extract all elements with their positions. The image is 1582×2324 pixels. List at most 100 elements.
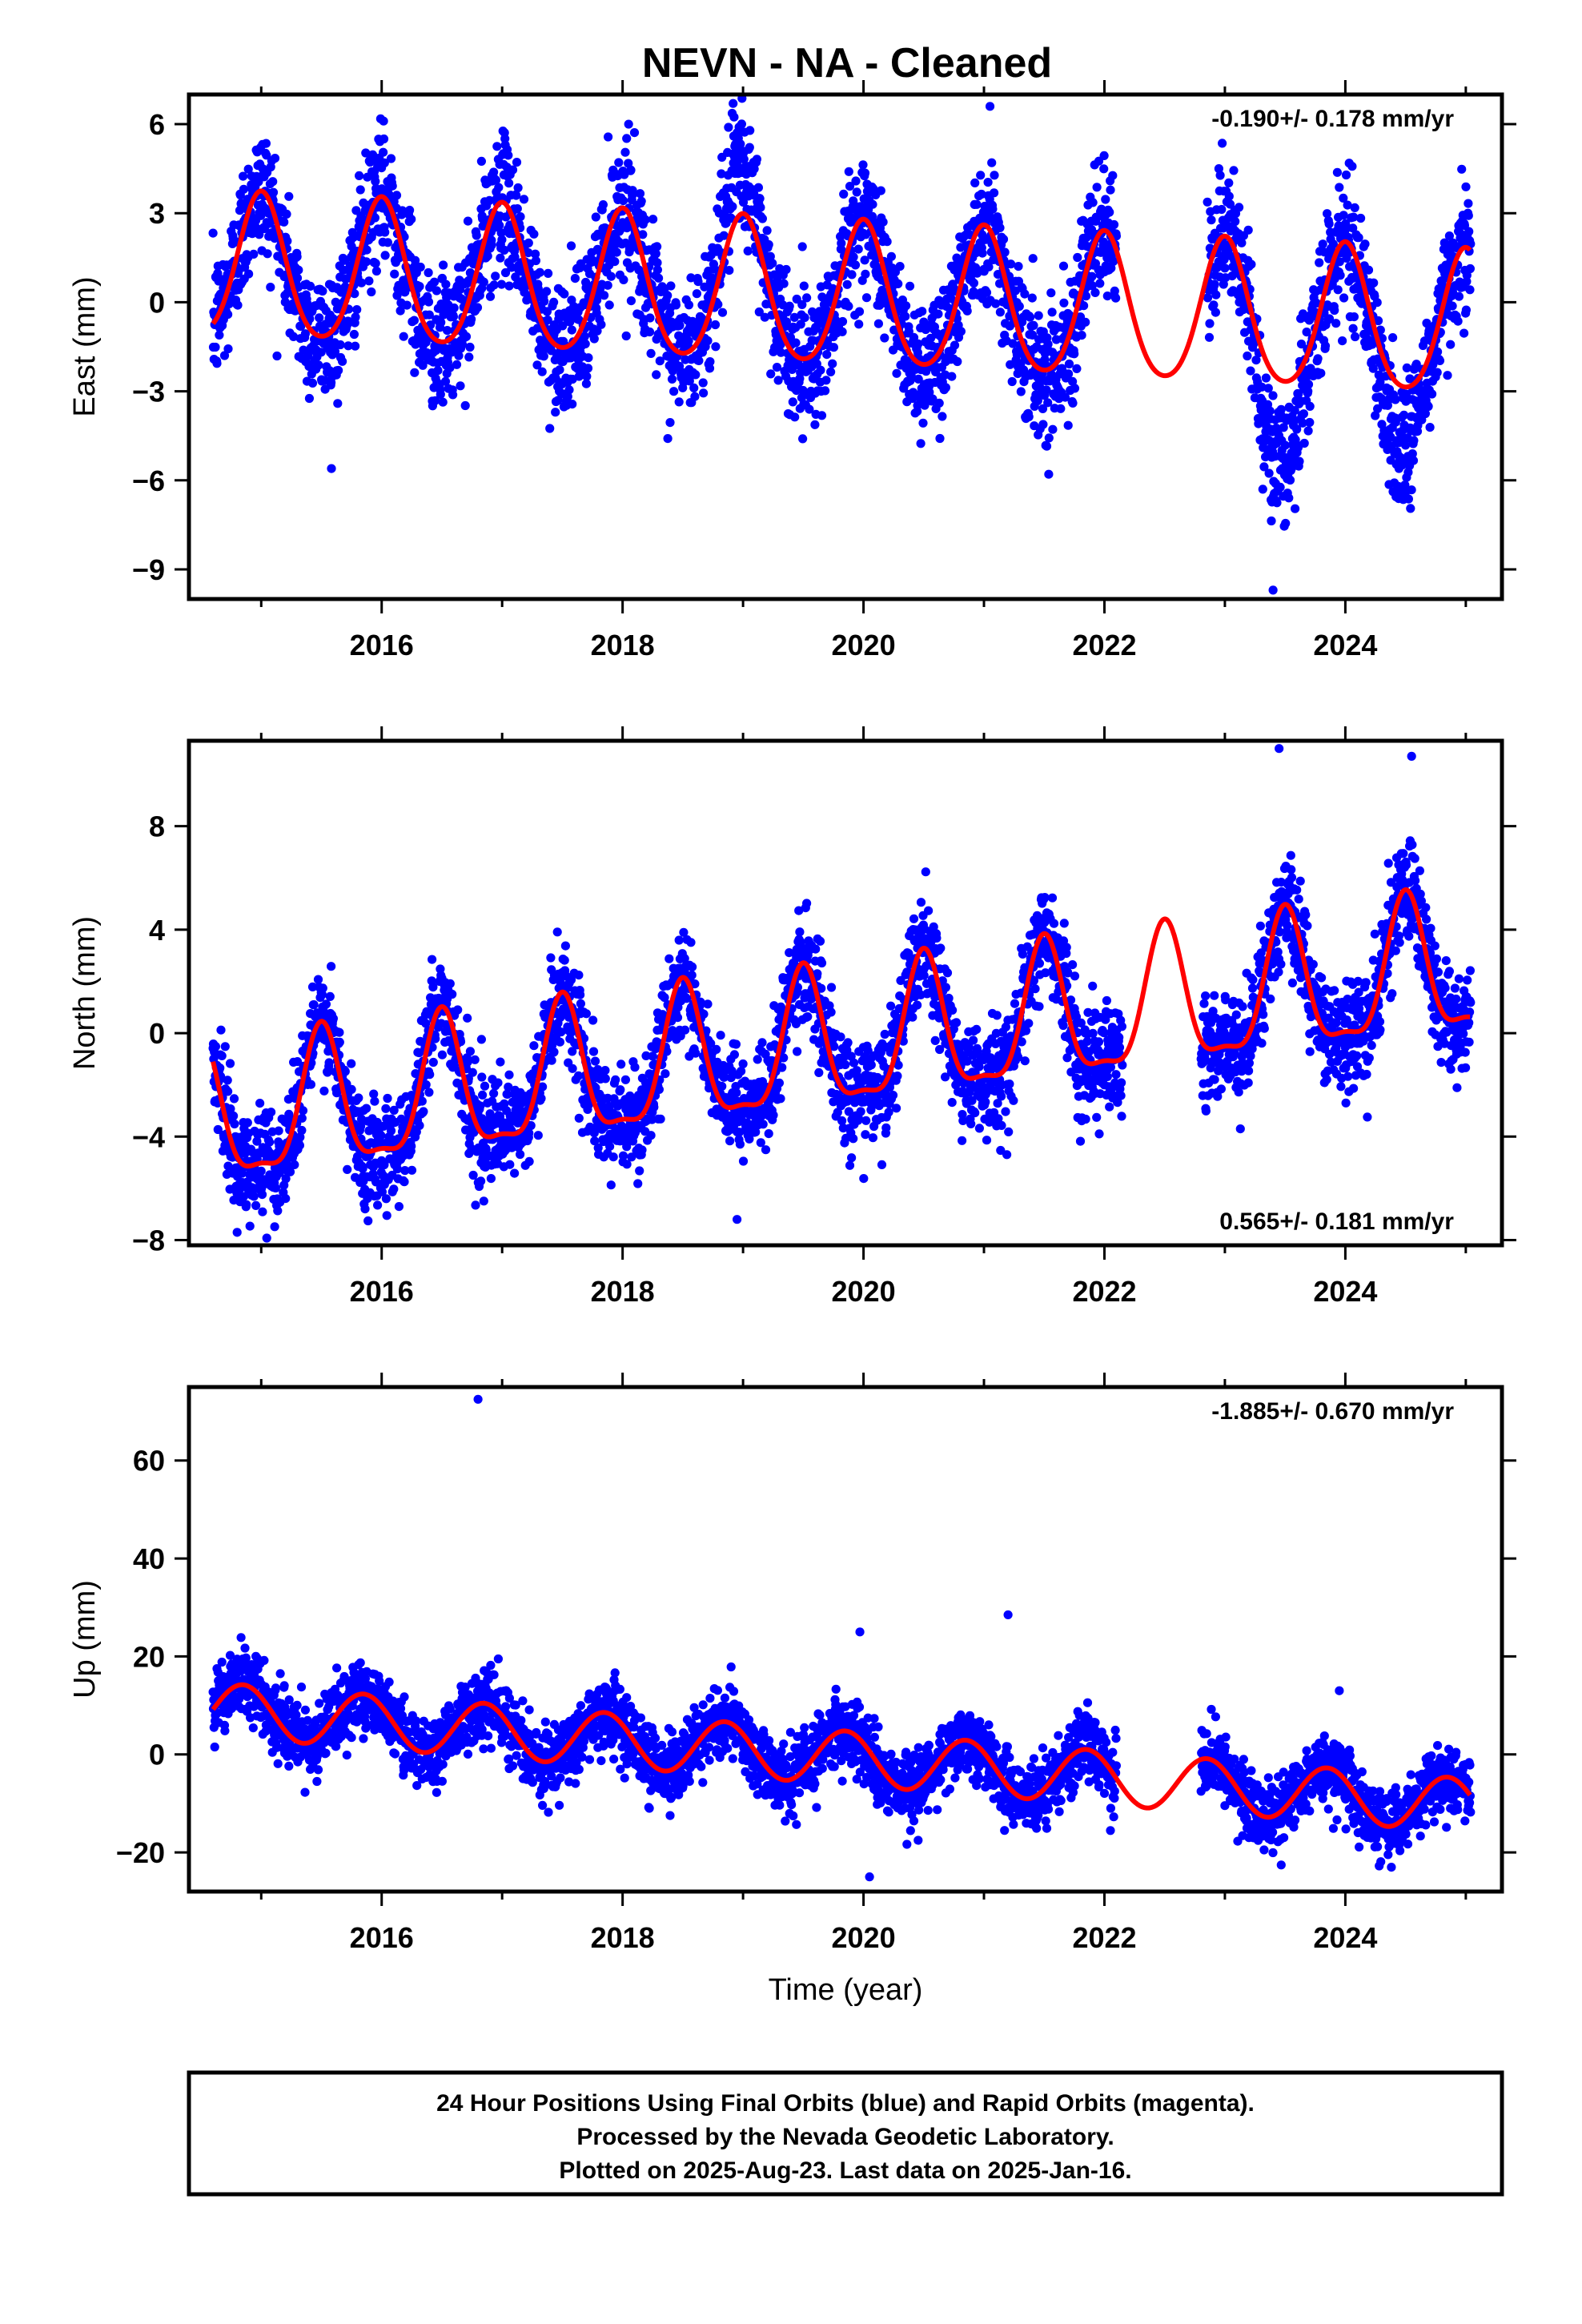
data-point [549, 1047, 559, 1057]
data-point [448, 390, 458, 400]
data-point [581, 1009, 592, 1019]
data-point [616, 1059, 626, 1069]
data-points [208, 94, 1476, 595]
data-point [1028, 254, 1038, 263]
data-point [598, 200, 608, 210]
data-point [1204, 332, 1215, 342]
data-point [551, 408, 560, 417]
data-point [436, 389, 445, 400]
data-point [547, 1055, 556, 1065]
data-point [343, 341, 353, 351]
data-point [608, 1152, 618, 1162]
data-point [1335, 183, 1344, 192]
data-point [850, 260, 861, 270]
data-point [415, 282, 424, 292]
data-point [842, 279, 852, 289]
data-point [496, 279, 507, 289]
data-point [893, 279, 903, 288]
data-point [988, 204, 998, 214]
data-point [1034, 311, 1043, 320]
data-point [282, 209, 291, 219]
data-point [555, 365, 564, 375]
data-point [669, 387, 679, 396]
data-point [1332, 167, 1342, 177]
data-point [379, 116, 388, 126]
data-point [588, 1015, 598, 1025]
data-point [604, 132, 613, 142]
data-point [294, 265, 303, 275]
data-point [690, 392, 700, 401]
data-point [880, 333, 889, 343]
data-point [568, 1063, 577, 1073]
data-point [504, 179, 514, 188]
data-point [797, 242, 807, 251]
data-point [364, 276, 374, 286]
data-point [1268, 391, 1278, 400]
data-point [546, 953, 556, 963]
data-point [419, 1107, 428, 1116]
data-point [934, 309, 943, 319]
data-point [560, 289, 569, 299]
data-point [264, 1137, 275, 1147]
data-point [817, 411, 827, 420]
data-point [330, 347, 340, 356]
data-point [507, 263, 516, 272]
data-point [755, 194, 765, 203]
data-point [1276, 404, 1286, 414]
data-point [219, 351, 230, 360]
data-point [290, 1160, 299, 1169]
data-point [256, 211, 266, 220]
y-tick-label: 3 [149, 197, 165, 230]
data-point [239, 184, 248, 194]
data-point [229, 1111, 239, 1121]
data-point [327, 464, 336, 473]
data-point [363, 1216, 373, 1226]
data-point [962, 306, 972, 316]
data-point [489, 1088, 499, 1098]
data-point [1070, 384, 1080, 393]
data-point [1407, 485, 1416, 495]
data-point [837, 316, 848, 327]
data-point [614, 158, 624, 167]
data-point [421, 337, 431, 347]
data-point [480, 1081, 490, 1091]
data-point [468, 1068, 477, 1077]
data-point [564, 385, 574, 395]
data-point [349, 232, 359, 242]
y-tick-label: 6 [149, 108, 165, 141]
data-point [982, 287, 992, 297]
data-point [303, 351, 313, 360]
data-point [460, 400, 470, 411]
data-point [1218, 139, 1227, 148]
data-point [1217, 204, 1227, 215]
data-point [512, 158, 522, 167]
data-point [1272, 498, 1282, 508]
data-point [328, 1014, 338, 1023]
data-point [691, 370, 701, 380]
data-point [343, 316, 353, 326]
data-point [461, 332, 472, 341]
data-point [1073, 252, 1082, 263]
data-point [1007, 376, 1017, 387]
data-point [233, 300, 243, 310]
data-point [436, 318, 446, 328]
data-point [588, 1047, 599, 1056]
data-point [468, 1170, 478, 1180]
data-point [516, 1149, 525, 1160]
data-point [552, 927, 562, 937]
data-point [876, 186, 885, 195]
data-point [901, 312, 910, 321]
data-point [1303, 426, 1313, 436]
data-point [1324, 219, 1334, 229]
data-point [262, 1233, 271, 1243]
data-point [1058, 261, 1069, 271]
x-tick-label: 2022 [1072, 629, 1136, 661]
data-point [895, 262, 905, 271]
data-point [270, 154, 280, 163]
data-point [229, 1094, 239, 1104]
data-point [738, 198, 749, 207]
data-point [510, 252, 520, 262]
data-point [223, 310, 233, 320]
data-point [719, 231, 729, 240]
data-point [405, 205, 415, 215]
